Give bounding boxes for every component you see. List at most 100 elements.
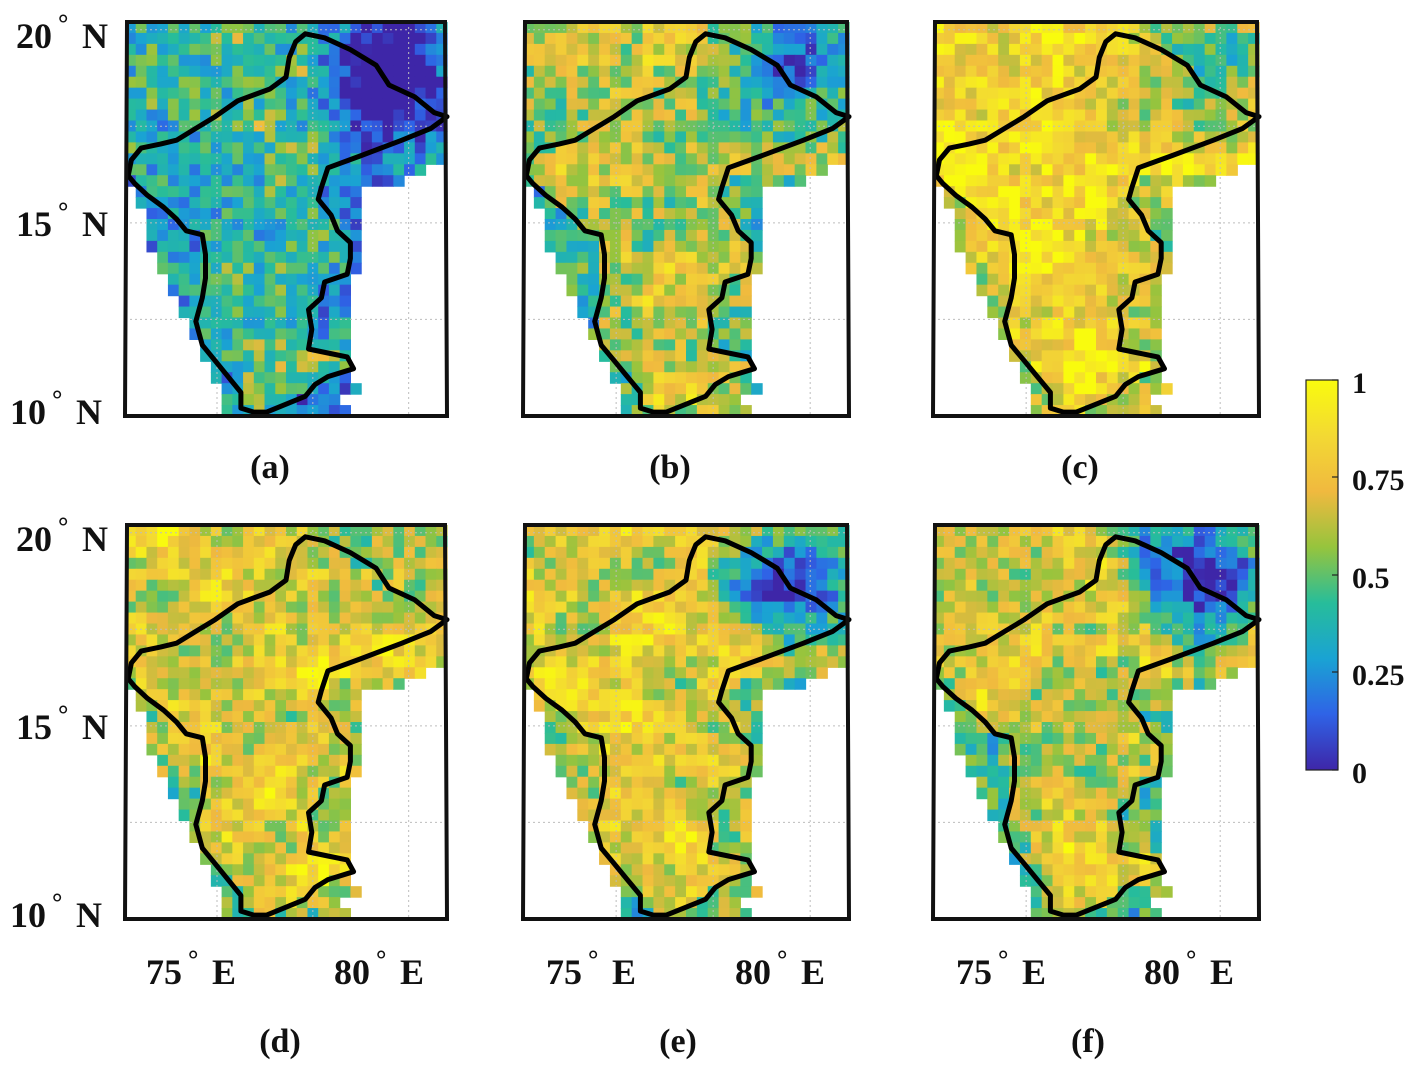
grid-cell: [318, 645, 330, 657]
grid-cell: [533, 43, 546, 56]
grid-cell: [200, 306, 212, 319]
grid-cell: [286, 743, 298, 756]
grid-cell: [232, 262, 244, 275]
grid-cell: [827, 131, 839, 143]
grid-cell: [696, 317, 709, 330]
grid-cell: [976, 142, 988, 154]
grid-cell: [243, 689, 255, 701]
grid-cell: [232, 175, 244, 187]
grid-cell: [221, 689, 233, 701]
grid-cell: [264, 131, 276, 143]
grid-cell: [675, 776, 687, 789]
grid-cell: [1150, 875, 1162, 887]
grid-cell: [707, 273, 720, 286]
grid-cell: [1106, 645, 1119, 657]
grid-cell: [718, 776, 731, 789]
grid-cell: [275, 383, 287, 395]
grid-cell: [976, 87, 988, 100]
grid-cell: [544, 667, 557, 679]
grid-cell: [686, 339, 698, 351]
grid-cell: [1150, 273, 1162, 286]
grid-cell: [371, 525, 384, 537]
grid-cell: [838, 54, 850, 67]
grid-cell: [1030, 842, 1043, 854]
grid-cell: [762, 76, 774, 89]
grid-cell: [328, 383, 341, 395]
grid-cell: [1215, 546, 1227, 559]
grid-cell: [1085, 546, 1097, 559]
grid-cell: [686, 776, 698, 789]
grid-cell: [221, 76, 233, 89]
grid-cell: [264, 754, 276, 767]
grid-cell: [1030, 186, 1043, 198]
grid-cell: [642, 262, 654, 275]
grid-cell: [696, 186, 709, 198]
grid-cell: [783, 175, 796, 187]
grid-cell: [210, 732, 223, 745]
grid-cell: [253, 875, 266, 887]
grid-cell: [1063, 568, 1075, 581]
grid-cell: [167, 656, 180, 668]
grid-cell: [1150, 306, 1162, 319]
grid-cell: [783, 43, 796, 56]
grid-cell: [296, 131, 309, 143]
grid-cell: [642, 842, 654, 854]
grid-cell: [1106, 186, 1119, 198]
grid-cell: [686, 109, 698, 122]
grid-cell: [718, 339, 731, 351]
grid-cell: [1182, 98, 1195, 111]
grid-cell: [189, 601, 201, 614]
grid-cell: [253, 678, 266, 690]
grid-cell: [1237, 656, 1249, 668]
grid-cell: [178, 689, 190, 701]
grid-cell: [210, 798, 223, 811]
grid-cell: [609, 557, 622, 570]
grid-cell: [1030, 787, 1043, 800]
grid-cell: [414, 590, 427, 603]
grid-cell: [200, 842, 212, 854]
grid-cell: [1150, 65, 1162, 78]
grid-cell: [588, 809, 600, 822]
grid-cell: [264, 22, 276, 34]
grid-cell: [1150, 820, 1162, 833]
grid-cell: [1226, 612, 1238, 625]
grid-cell: [253, 656, 266, 668]
grid-cell: [729, 262, 741, 275]
grid-cell: [1106, 350, 1119, 362]
grid-cell: [1128, 754, 1141, 767]
grid-cell: [976, 43, 988, 56]
grid-cell: [1041, 54, 1054, 67]
grid-cell: [1237, 32, 1249, 45]
grid-cell: [210, 43, 223, 56]
grid-cell: [954, 743, 967, 756]
grid-cell: [577, 87, 589, 100]
grid-cell: [178, 525, 190, 537]
grid-cell: [816, 623, 828, 636]
grid-cell: [1052, 339, 1064, 351]
grid-cell: [555, 76, 568, 89]
grid-cell: [1182, 76, 1195, 89]
grid-cell: [146, 535, 158, 548]
lat-tick-15-top: 15: [16, 204, 52, 244]
grid-cell: [729, 76, 741, 89]
grid-cell: [642, 350, 654, 362]
grid-cell: [838, 153, 850, 165]
grid-cell: [976, 689, 988, 701]
grid-cell: [827, 546, 839, 559]
grid-cell: [751, 142, 763, 154]
grid-cell: [1237, 22, 1249, 34]
grid-cell: [696, 656, 709, 668]
grid-cell: [998, 612, 1010, 625]
grid-cell: [221, 394, 233, 406]
grid-cell: [157, 142, 169, 154]
grid-cell: [1172, 678, 1184, 690]
grid-cell: [533, 546, 546, 559]
grid-cell: [1150, 87, 1162, 100]
grid-cell: [599, 54, 611, 67]
grid-cell: [523, 634, 535, 646]
grid-cell: [664, 798, 676, 811]
grid-cell: [740, 776, 752, 789]
grid-cell: [1161, 557, 1173, 570]
grid-cell: [243, 853, 255, 865]
